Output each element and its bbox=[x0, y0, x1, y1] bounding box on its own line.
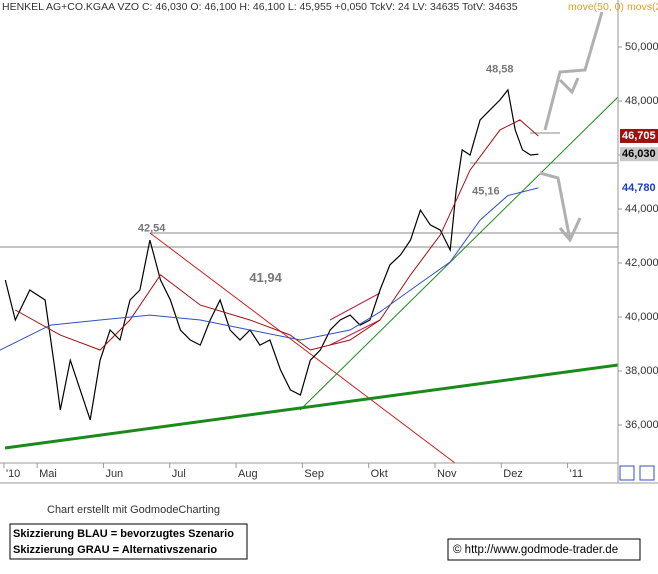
y-tick-label: 36,000 bbox=[625, 419, 658, 431]
y-tick-label: 50,000 bbox=[625, 41, 658, 53]
trend-line bbox=[299, 96, 618, 411]
x-tick-label: Mai bbox=[39, 468, 57, 480]
x-tick-label: Jul bbox=[172, 468, 186, 480]
annotation: 42,54 bbox=[138, 222, 166, 234]
y-tick-label: 40,000 bbox=[625, 311, 658, 323]
series-line bbox=[0, 187, 539, 351]
series-line bbox=[4, 88, 539, 421]
channel-line bbox=[329, 319, 381, 346]
legend-line: Skizzierung BLAU = bevorzugtes Szenario bbox=[13, 528, 234, 540]
annotation: 45,16 bbox=[472, 186, 500, 198]
annotation: 41,94 bbox=[249, 270, 282, 285]
sketch-arrow bbox=[558, 77, 580, 95]
price-box bbox=[620, 147, 658, 162]
price-box bbox=[620, 128, 658, 143]
channel-line bbox=[329, 292, 381, 321]
price-label: 46,705 bbox=[622, 130, 656, 142]
x-tick-label: Nov bbox=[437, 468, 457, 480]
x-tick-label: '10 bbox=[6, 468, 20, 480]
legend-box bbox=[9, 523, 248, 560]
drawings bbox=[0, 11, 618, 463]
url: © http://www.godmode-trader.de bbox=[453, 544, 618, 556]
legend-line: Skizzierung GRAU = Alternativszenario bbox=[13, 544, 217, 556]
y-tick-label: 38,000 bbox=[625, 365, 658, 377]
nav-button[interactable] bbox=[619, 465, 635, 481]
x-tick-label: '11 bbox=[570, 468, 584, 480]
nav-button[interactable] bbox=[639, 465, 655, 481]
series-line bbox=[15, 119, 539, 351]
url-box bbox=[447, 538, 641, 561]
y-tick-label: 44,000 bbox=[625, 203, 658, 215]
x-tick-label: Aug bbox=[238, 468, 258, 480]
price-label: 46,030 bbox=[622, 148, 656, 160]
annotation: 48,58 bbox=[486, 63, 514, 75]
y-tick-label: 48,000 bbox=[625, 95, 658, 107]
sketch-gray bbox=[539, 171, 572, 241]
trend-line bbox=[4, 363, 618, 450]
y-tick-label: 42,000 bbox=[625, 257, 658, 269]
trend-line bbox=[149, 232, 456, 463]
x-tick-label: Jun bbox=[105, 468, 123, 480]
price-label: 44,780 bbox=[622, 182, 656, 194]
plot-area bbox=[0, 88, 539, 421]
x-tick-label: Sep bbox=[304, 468, 324, 480]
header-title: HENKEL AG+CO.KGAA VZO C: 46,030 O: 46,10… bbox=[2, 1, 518, 13]
header-indicators: move(50, 0) movs(20, 0) bbox=[568, 1, 658, 13]
credit: Chart erstellt mit GodmodeCharting bbox=[47, 504, 220, 516]
sketch-gray bbox=[543, 11, 604, 131]
x-tick-label: Okt bbox=[371, 468, 388, 480]
sketch-arrow bbox=[558, 217, 582, 243]
x-tick-label: Dez bbox=[503, 468, 523, 480]
